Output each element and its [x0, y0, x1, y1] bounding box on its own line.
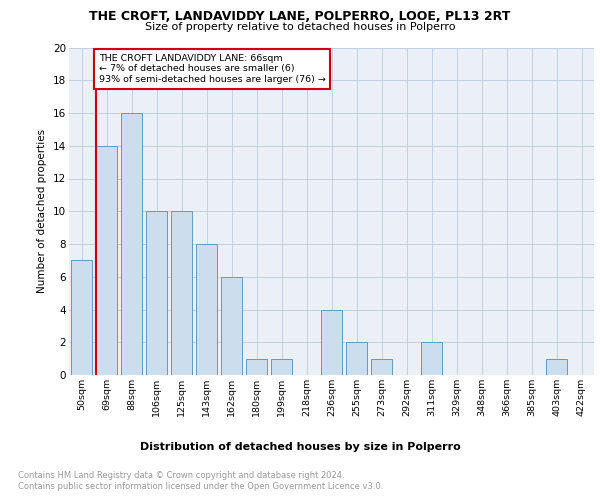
Bar	[371, 358, 392, 375]
Bar	[171, 211, 192, 375]
Bar	[121, 113, 142, 375]
Bar	[221, 277, 242, 375]
Bar	[196, 244, 217, 375]
Bar	[546, 358, 567, 375]
Text: Contains HM Land Registry data © Crown copyright and database right 2024.: Contains HM Land Registry data © Crown c…	[18, 471, 344, 480]
Bar	[246, 358, 267, 375]
Bar	[271, 358, 292, 375]
Bar	[321, 310, 342, 375]
Bar	[146, 211, 167, 375]
Bar	[96, 146, 117, 375]
Text: Distribution of detached houses by size in Polperro: Distribution of detached houses by size …	[140, 442, 460, 452]
Bar	[71, 260, 92, 375]
Text: Size of property relative to detached houses in Polperro: Size of property relative to detached ho…	[145, 22, 455, 32]
Text: THE CROFT LANDAVIDDY LANE: 66sqm
← 7% of detached houses are smaller (6)
93% of : THE CROFT LANDAVIDDY LANE: 66sqm ← 7% of…	[99, 54, 326, 84]
Text: Contains public sector information licensed under the Open Government Licence v3: Contains public sector information licen…	[18, 482, 383, 491]
Bar	[421, 342, 442, 375]
Y-axis label: Number of detached properties: Number of detached properties	[37, 129, 47, 294]
Bar	[346, 342, 367, 375]
Text: THE CROFT, LANDAVIDDY LANE, POLPERRO, LOOE, PL13 2RT: THE CROFT, LANDAVIDDY LANE, POLPERRO, LO…	[89, 10, 511, 23]
